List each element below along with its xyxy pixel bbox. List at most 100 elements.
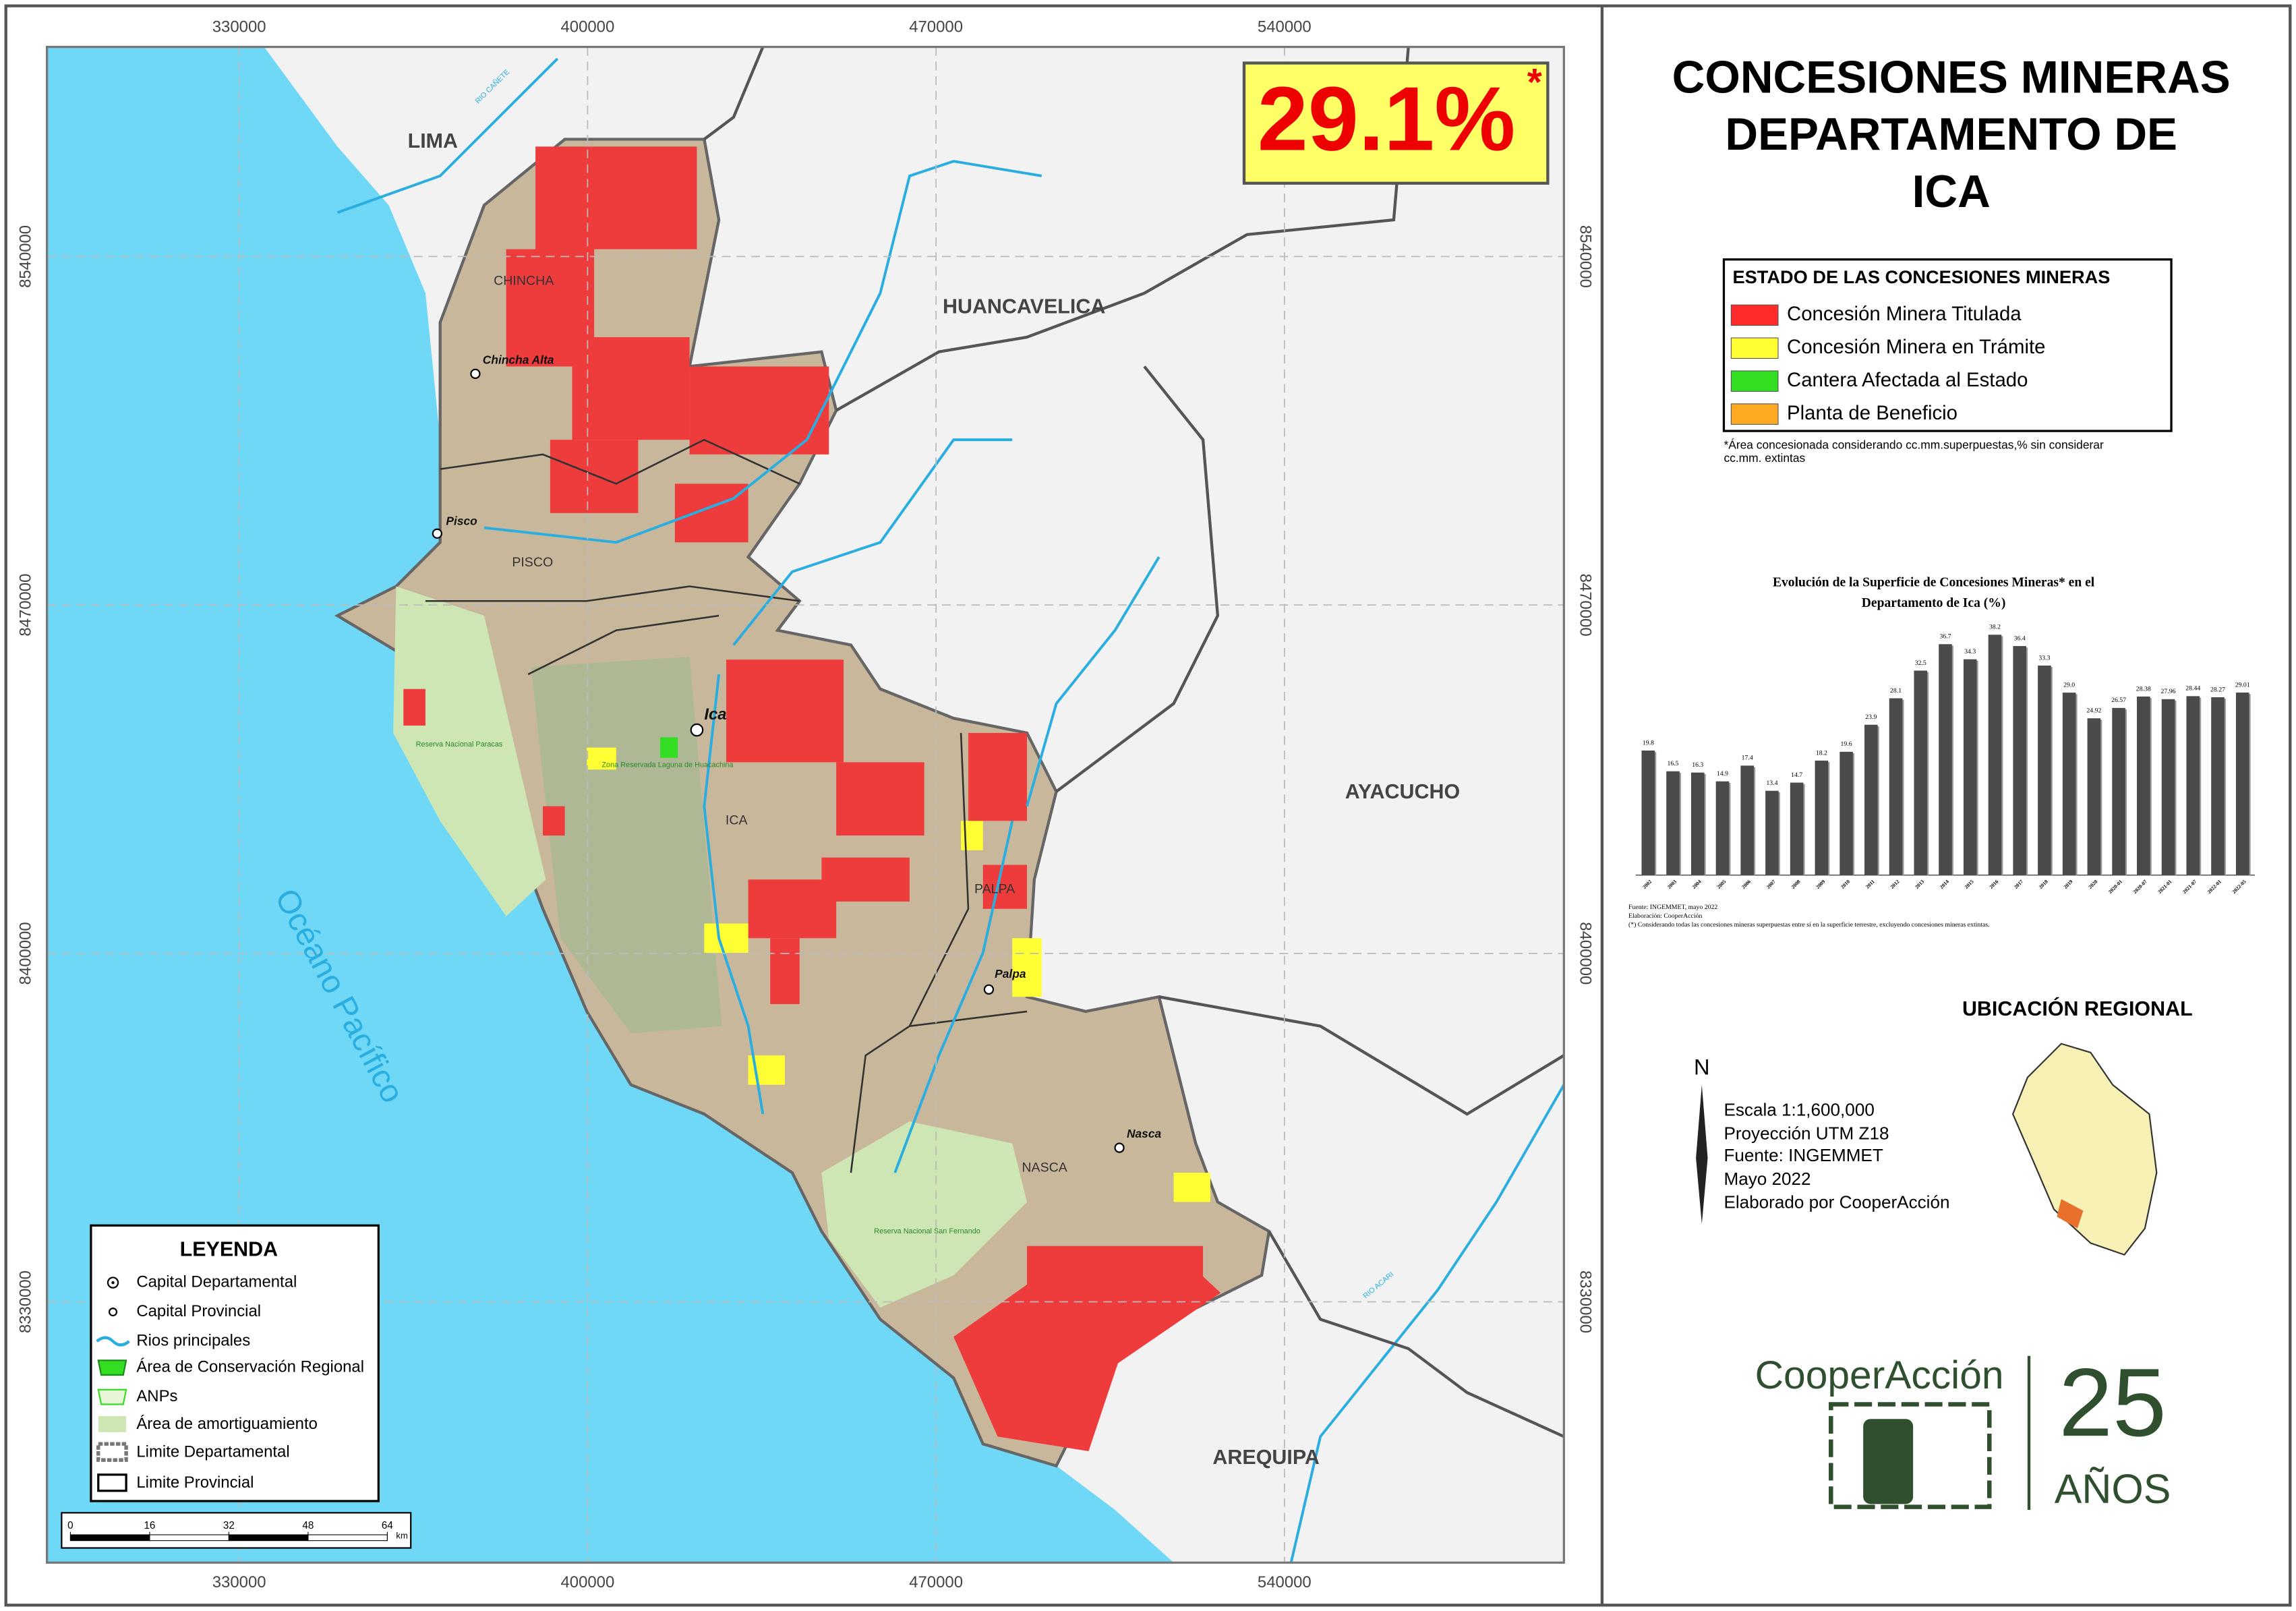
bar [1889,698,1903,875]
bar [2186,696,2200,875]
map-frame [45,45,1565,1564]
pending-concessions [587,747,1210,1202]
x-tick-label: 330000 [212,1573,266,1591]
page-border [4,4,2292,1607]
logo-stamp [1829,1402,1992,1509]
footnote: *Área concesionada considerando cc.mm.su… [1724,438,2104,451]
legend-symbol [97,1359,127,1376]
x-tick-label: 540000 [1258,18,1312,36]
x-tick-label: 540000 [1258,1573,1312,1591]
map-legend: LEYENDA [90,1224,380,1502]
province-label: PISCO [512,555,553,570]
scale-tick-label: 16 [144,1520,155,1531]
value-label: 16.3 [1692,761,1703,769]
rivers [336,57,1566,1563]
bar [2161,699,2175,875]
status-swatch [1730,304,1779,326]
capital-label: Nasca [1127,1127,1162,1140]
region-labels: LIMA HUANCAVELICA AYACUCHO AREQUIPA [408,129,1461,1469]
logo-years-label: AÑOS [2055,1466,2171,1512]
province-label: CHINCHA [494,274,554,289]
y-tick-label: 8330000 [16,1270,34,1333]
value-label: 28.27 [2210,686,2225,693]
ocean [47,47,1174,1563]
status-swatch [1730,403,1779,425]
capital-dot [983,984,995,995]
y-tick-label: 8400000 [16,922,34,985]
bar [2235,693,2249,875]
highlight-value: 29.1% [1258,68,1515,170]
conservation-area [660,737,678,758]
scale-tick-label: 48 [302,1520,314,1531]
title: CONCESIONES MINERAS DEPARTAMENTO DE ICA [1672,52,2231,217]
chart-source: Fuente: INGEMMET, mayo 2022 [1628,904,1717,911]
legend-symbol [109,1308,118,1317]
value-label: 36.4 [2014,635,2026,642]
bar [1839,751,1853,875]
location-title: UBICACIÓN REGIONAL [1962,996,2193,1020]
status-swatch [1730,337,1779,359]
value-label: 16.5 [1667,760,1678,767]
map-info-line: Mayo 2022 [1724,1169,1811,1189]
legend-label: ANPs [136,1387,177,1405]
scale-segment [307,1534,388,1542]
y-tick-label: 8470000 [1576,574,1594,637]
province-label: PALPA [974,882,1015,897]
bar [2062,693,2076,875]
logo-years: 25 [2059,1349,2167,1457]
map-info-line: Escala 1:1,600,000 [1724,1100,1874,1120]
area-label: Zona Reservada Laguna de Huacachina [601,761,734,769]
value-label: 27.96 [2161,688,2176,695]
status-label: Concesión Minera Titulada [1787,303,2022,325]
legend-label: Área de Conservación Regional [136,1357,364,1376]
bar [2112,707,2125,875]
status-legend-title: ESTADO DE LAS CONCESIONES MINERAS [1733,266,2111,287]
bar [1790,782,1804,875]
region-label: AYACUCHO [1345,780,1460,803]
legend-symbol [97,1388,127,1405]
value-label: 23.9 [1865,713,1877,721]
peru-outline [2011,1043,2158,1256]
x-tick-label: 330000 [212,18,266,36]
x-tick-label: 400000 [560,1573,614,1591]
capital-dot [432,528,442,539]
map-info: N Escala 1:1,600,000 Proyección UTM Z18 … [1694,1054,1950,1225]
value-label: 36.7 [1939,633,1951,641]
bar [1864,724,1878,875]
status-label: Planta de Beneficio [1787,402,1958,424]
bar [1988,635,2002,875]
bar [1939,644,1952,875]
region-label: AREQUIPA [1212,1446,1319,1469]
protected-area-labels: Reserva Nacional Paracas Zona Reservada … [416,740,980,1235]
value-label: 14.9 [1717,770,1728,778]
value-label: 17.4 [1742,755,1753,762]
map-info-line: Elaborado por CooperAcción [1724,1192,1949,1212]
value-label: 38.2 [1989,624,2001,631]
bar [2013,646,2026,875]
province-borders [425,438,1028,1173]
legend-title: LEYENDA [180,1237,278,1260]
bar [1963,659,1977,875]
scale-segment [69,1534,150,1542]
status-legend: ESTADO DE LAS CONCESIONES MINERAS *Área … [1722,258,2173,465]
department-borders [703,46,1565,1438]
title-line: DEPARTAMENTO DE [1725,109,2177,160]
scale-segment [228,1534,309,1542]
value-label: 33.3 [2038,654,2050,662]
legend-symbol [111,1281,115,1285]
highlight-mark: * [1527,61,1542,103]
location-inset [2011,1043,2158,1256]
x-tick-label: 470000 [909,18,963,36]
scale-segment [149,1534,229,1542]
scale-tick-label: 32 [223,1520,235,1531]
province-label: NASCA [1022,1161,1067,1175]
legend-label: Limite Departamental [136,1443,289,1461]
y-tick-label: 8540000 [16,225,34,288]
area-label: Reserva Nacional San Fernando [874,1227,980,1235]
x-tick-label: 400000 [560,18,614,36]
province-label: ICA [726,813,748,828]
status-label: Concesión Minera en Trámite [1787,336,2045,358]
capital-label: Pisco [446,514,477,527]
province-labels: CHINCHA PISCO ICA PALPA NASCA [494,274,1068,1175]
